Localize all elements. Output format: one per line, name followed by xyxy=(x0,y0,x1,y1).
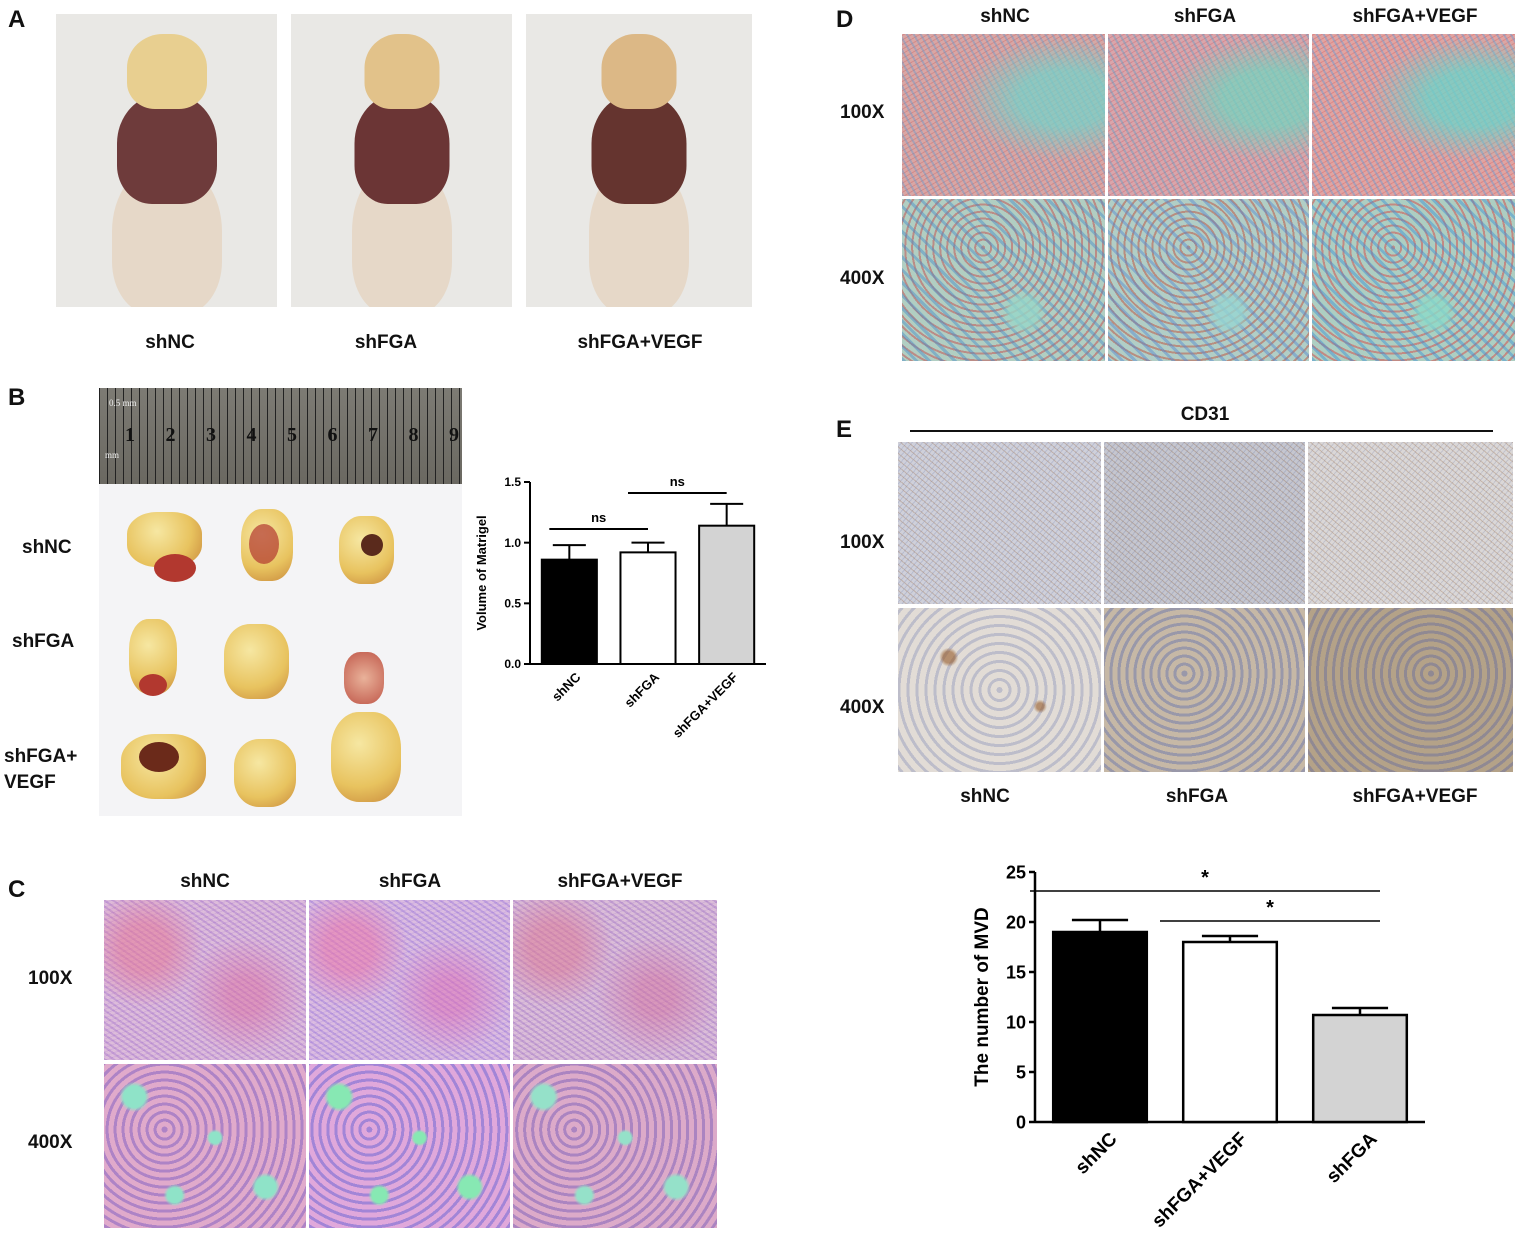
significance-label: ns xyxy=(591,510,606,525)
x-tick-label: shFGA xyxy=(621,669,662,710)
ruler-number: 8 xyxy=(408,424,419,446)
mouse-photo-shfga-vegf xyxy=(526,14,752,307)
cd31-100x-shnc xyxy=(898,442,1101,604)
panel-c-row-400x: 400X xyxy=(28,1132,73,1153)
masson-400x-shnc xyxy=(902,199,1105,361)
panel-letter-a: A xyxy=(8,6,26,33)
he-400x-shnc xyxy=(104,1064,306,1228)
he-100x-shnc xyxy=(104,900,306,1060)
panel-a-label-shnc: shNC xyxy=(145,332,195,353)
panel-d-row-100x: 100X xyxy=(840,102,885,123)
significance-label: * xyxy=(1201,867,1209,889)
x-tick-label: shNC xyxy=(1072,1128,1122,1178)
masson-400x-shfga xyxy=(1108,199,1309,361)
ruler-number: 3 xyxy=(206,424,216,446)
bar-shfga xyxy=(1311,1013,1409,1124)
panel-e-row-400x: 400X xyxy=(840,697,885,718)
ruler-small-text: 0.5 mm xyxy=(109,398,137,408)
mouse-photo-shfga xyxy=(291,14,512,307)
panel-c-row-100x: 100X xyxy=(28,968,73,989)
ruler-numbers: 1 2 3 4 5 6 7 8 9 xyxy=(125,424,459,447)
panel-b-row-shnc: shNC xyxy=(22,537,72,558)
bar-shnc xyxy=(1051,930,1149,1124)
bar-shfga xyxy=(619,551,677,665)
y-tick-label: 0.0 xyxy=(504,657,521,671)
bar-shfga-vegf xyxy=(698,524,756,666)
y-tick-label: 0.5 xyxy=(504,597,521,611)
masson-100x-shfga-vegf xyxy=(1312,34,1515,196)
x-tick-label: shFGA+VEGF xyxy=(670,669,741,740)
y-tick-label: 20 xyxy=(1006,912,1026,932)
panel-d-label-shnc: shNC xyxy=(980,6,1030,27)
panel-b-row-shfga-plus: shFGA+ xyxy=(4,746,78,767)
y-axis-label: The number of MVD xyxy=(972,907,993,1086)
panel-c-label-shfga-vegf: shFGA+VEGF xyxy=(557,871,683,892)
tumor-photo xyxy=(99,484,462,816)
panel-c-label-shnc: shNC xyxy=(180,871,230,892)
significance-label: ns xyxy=(670,474,685,489)
panel-b-row-vegf: VEGF xyxy=(4,772,56,793)
ruler-number: 4 xyxy=(246,424,257,446)
panel-d-label-shfga: shFGA xyxy=(1173,6,1237,27)
y-tick-label: 1.5 xyxy=(504,475,521,489)
y-tick-label: 15 xyxy=(1006,962,1026,982)
bar-shfga-vegf xyxy=(1181,940,1279,1124)
y-tick-label: 10 xyxy=(1006,1012,1026,1032)
ruler-number: 9 xyxy=(449,424,459,446)
cd31-400x-shnc xyxy=(898,608,1101,772)
panel-e-row-100x: 100X xyxy=(840,532,885,553)
panel-a-label-shfga: shFGA xyxy=(354,332,418,353)
cd31-400x-shfga xyxy=(1104,608,1305,772)
y-tick-label: 1.0 xyxy=(504,536,521,550)
panel-letter-d: D xyxy=(836,6,854,33)
x-tick-label: shNC xyxy=(549,669,584,704)
he-100x-shfga xyxy=(309,900,510,1060)
he-400x-shfga xyxy=(309,1064,510,1228)
panel-c-label-shfga: shFGA xyxy=(378,871,442,892)
ruler-number: 5 xyxy=(287,424,297,446)
y-tick-label: 25 xyxy=(1006,862,1026,882)
x-tick-label: shFGA+VEGF xyxy=(1148,1129,1251,1232)
x-tick-label: shFGA xyxy=(1323,1128,1382,1187)
panel-d-row-400x: 400X xyxy=(840,268,885,289)
mvd-chart: 0 5 10 15 20 25 The number of MVD shNC shFGA+VEG… xyxy=(972,862,1425,1232)
panel-b-row-shfga: shFGA xyxy=(12,631,75,652)
y-tick-label: 5 xyxy=(1016,1062,1026,1082)
matrigel-volume-chart: 0.0 0.5 1.0 1.5 Volume of Matrigel shNC shFGA s… xyxy=(474,474,766,741)
he-400x-shfga-vegf xyxy=(513,1064,717,1228)
panel-e-label-shfga: shFGA xyxy=(1165,786,1229,807)
ruler-number: 2 xyxy=(165,424,176,446)
masson-400x-shfga-vegf xyxy=(1312,199,1515,361)
ruler-number: 6 xyxy=(327,424,338,446)
panel-e-label-shfga-vegf: shFGA+VEGF xyxy=(1352,786,1478,807)
bar-shnc xyxy=(540,558,598,665)
panel-letter-e: E xyxy=(836,416,853,443)
masson-100x-shfga xyxy=(1108,34,1309,196)
y-tick-label: 0 xyxy=(1016,1112,1026,1132)
cd31-label: CD31 xyxy=(1180,404,1230,425)
cd31-400x-shfga-vegf xyxy=(1308,608,1513,772)
ruler-image: 0.5 mm mm 1 2 3 4 5 6 7 8 9 xyxy=(99,388,462,484)
cd31-100x-shfga xyxy=(1104,442,1305,604)
he-100x-shfga-vegf xyxy=(513,900,717,1060)
panel-e-label-shnc: shNC xyxy=(960,786,1010,807)
ruler-number: 7 xyxy=(368,424,378,446)
ruler-unit-text: mm xyxy=(105,450,120,460)
masson-100x-shnc xyxy=(902,34,1105,196)
y-axis-label: Volume of Matrigel xyxy=(474,515,489,630)
cd31-100x-shfga-vegf xyxy=(1308,442,1513,604)
panel-letter-b: B xyxy=(8,384,26,411)
panel-d-label-shfga-vegf: shFGA+VEGF xyxy=(1352,6,1478,27)
ruler-number: 1 xyxy=(125,424,135,446)
cd31-bar xyxy=(910,430,1493,432)
mouse-photo-shnc xyxy=(56,14,277,307)
significance-label: * xyxy=(1266,897,1274,919)
panel-letter-c: C xyxy=(8,876,26,903)
panel-a-label-shfga-vegf: shFGA+VEGF xyxy=(577,332,703,353)
